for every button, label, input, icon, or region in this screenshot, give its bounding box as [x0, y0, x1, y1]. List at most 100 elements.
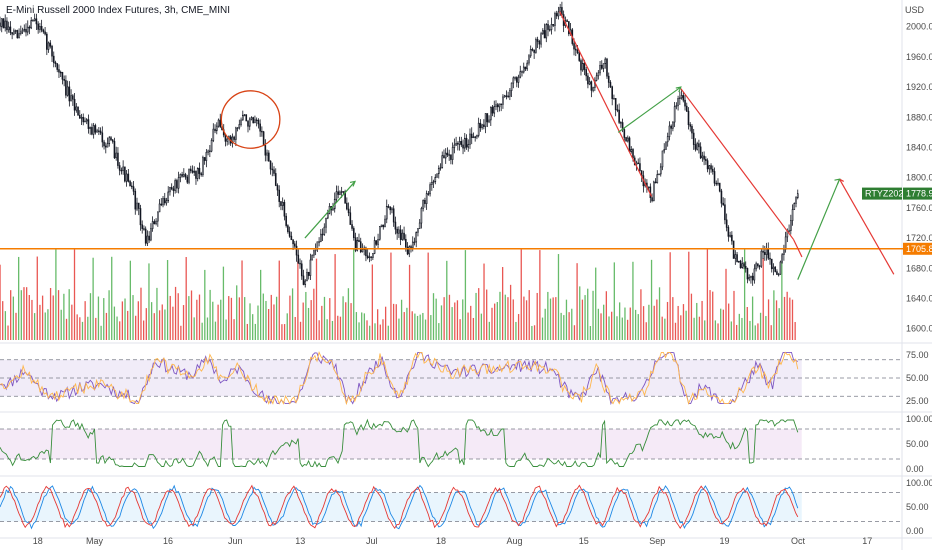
volume-bar [523, 296, 525, 340]
volume-bar [722, 309, 725, 340]
candle-body [290, 235, 293, 241]
candle-body [470, 133, 473, 138]
candle-body [210, 140, 213, 152]
candle-body [694, 144, 697, 150]
candle-body [377, 239, 379, 245]
candle-body [543, 30, 546, 39]
candle-body [614, 98, 617, 110]
price-tick-label: 1880.0 [906, 112, 932, 122]
volume-bar [379, 324, 381, 340]
candle-body [625, 137, 627, 142]
candle-body [172, 188, 175, 191]
volume-bar [624, 307, 626, 340]
trend-line[interactable] [617, 86, 682, 133]
trend-line[interactable] [304, 181, 356, 239]
volume-bar [52, 295, 54, 340]
trend-line[interactable] [839, 178, 844, 182]
volume-bar [278, 260, 280, 340]
candle-body [280, 201, 282, 206]
candle-body [465, 137, 468, 148]
arrow-head[interactable] [834, 178, 841, 185]
candle-body [512, 77, 515, 84]
candle-body [195, 170, 197, 179]
candle-body [169, 187, 171, 193]
candle-body [522, 66, 525, 73]
volume-bar [166, 260, 169, 340]
trend-line[interactable] [797, 178, 841, 280]
candle-body [692, 132, 695, 145]
candle-body [136, 202, 138, 210]
candle-body [188, 168, 190, 183]
candle-body [496, 104, 499, 108]
volume-bar [302, 302, 304, 340]
trend-line[interactable] [559, 11, 653, 197]
volume-bar [656, 299, 658, 340]
volume-bar [746, 306, 748, 340]
candle-body [706, 160, 709, 170]
arrow-head[interactable] [675, 86, 682, 93]
candle-body [783, 249, 785, 255]
volume-bar [557, 254, 560, 340]
candle-body [0, 22, 1, 27]
candle-body [451, 147, 454, 160]
candle-body [658, 173, 660, 176]
volume-bar [244, 297, 246, 340]
candle-body [120, 169, 123, 172]
volume-bar [539, 250, 541, 340]
trend-line[interactable] [839, 178, 895, 275]
candle-body [214, 128, 216, 132]
candle-body [713, 171, 716, 184]
time-tick-label: 17 [862, 536, 872, 546]
volume-bar [4, 311, 7, 340]
volume-bar [504, 294, 506, 340]
volume-bar [84, 301, 86, 340]
volume-bar [161, 304, 163, 340]
candle-body [285, 215, 287, 226]
candle-body [51, 45, 53, 57]
volume-bar [536, 292, 538, 340]
candle-body [98, 130, 100, 132]
volume-bar [669, 252, 671, 340]
volume-bar [494, 303, 496, 340]
arrow-head[interactable] [349, 180, 356, 187]
drawings[interactable] [0, 11, 903, 280]
candle-body [186, 176, 189, 183]
candle-body [630, 149, 633, 152]
volume-bar [541, 317, 544, 340]
volume-bar [339, 316, 342, 340]
candle-body [590, 81, 593, 91]
volume-bar [698, 316, 701, 340]
candle-body [436, 173, 438, 178]
volume-bar [15, 312, 17, 340]
volume-bar [124, 298, 126, 340]
candle-body [261, 130, 263, 133]
candle-body [399, 229, 402, 240]
candle-body [781, 254, 783, 263]
candle-body [58, 69, 60, 73]
candle-body [703, 155, 705, 160]
candle-body [479, 122, 482, 129]
volume-bar [783, 296, 786, 340]
volume-bar [190, 290, 193, 340]
candle-body [269, 160, 272, 170]
volume-bar [33, 313, 36, 340]
candle-body [491, 106, 494, 114]
candle-body [517, 76, 520, 83]
volume-bar [544, 308, 546, 340]
volume-bar [313, 288, 315, 340]
trend-line[interactable] [793, 239, 803, 258]
volume-bar [432, 293, 435, 340]
circle-drawing[interactable] [220, 90, 281, 149]
candle-body [372, 253, 374, 258]
trend-line[interactable] [680, 88, 795, 240]
candle-body [238, 124, 241, 129]
volume-bar [759, 312, 762, 340]
candle-body [233, 136, 235, 140]
candle-body [687, 110, 690, 126]
volume-bar [743, 249, 746, 340]
candle-body [405, 238, 407, 248]
volume-bar [182, 305, 185, 340]
candle-body [16, 30, 19, 39]
candle-body [292, 239, 294, 245]
volume-bar [180, 325, 182, 340]
